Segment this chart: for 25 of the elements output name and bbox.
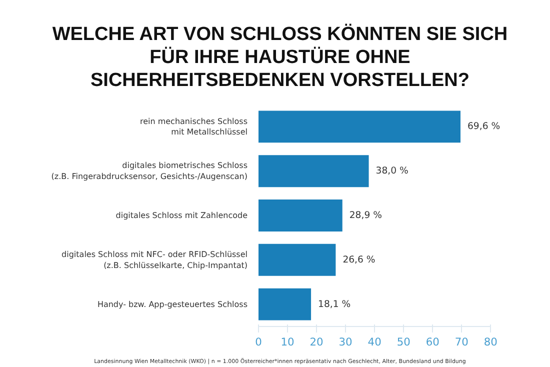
x-tick-label: 60 bbox=[426, 336, 440, 348]
bar bbox=[258, 155, 369, 188]
x-tick-label: 0 bbox=[255, 336, 262, 348]
bar bbox=[258, 288, 312, 320]
x-tick-label: 30 bbox=[338, 336, 353, 348]
y-tick-label: digitales Schloss mit NFC- oder RFID-Schlüssel (z.B. Schlüsselkarte, Chip-Impantat) bbox=[62, 250, 248, 270]
x-tick-label: 70 bbox=[454, 336, 469, 348]
data-label: 38,0 % bbox=[376, 166, 409, 177]
bar bbox=[258, 200, 342, 232]
y-tick-label: digitales Schloss mit Zahlencode bbox=[116, 211, 248, 220]
data-label: 69,6 % bbox=[467, 121, 500, 132]
x-tick-label: 50 bbox=[396, 336, 411, 348]
data-label: 18,1 % bbox=[318, 298, 351, 310]
y-tick-label: digitales biometrisches Schloss (z.B. Fingerabdrucksensor, Gesichts-/Augenscan) bbox=[51, 161, 248, 181]
data-label: 28,9 % bbox=[349, 210, 382, 221]
x-tick-label: 40 bbox=[368, 336, 382, 348]
bar bbox=[258, 110, 460, 143]
x-tick-label: 10 bbox=[280, 336, 295, 348]
x-tick-label: 80 bbox=[484, 336, 498, 348]
y-tick-label: Handy- bzw. App-gesteuertes Schloss bbox=[97, 300, 248, 309]
chart-title: WELCHE ART VON SCHLOSS KÖNNTEN SIE SICH FÜR IHRE HAUSTÜRE OHNE SICHERHEITSBEDENKEN VORSTELLEN? bbox=[52, 23, 508, 92]
x-tick-label: 20 bbox=[310, 336, 324, 348]
y-tick-label: rein mechanisches Schloss mit Metallschlüssel bbox=[140, 116, 248, 137]
bar bbox=[258, 244, 336, 276]
data-label: 26,6 % bbox=[342, 254, 376, 266]
